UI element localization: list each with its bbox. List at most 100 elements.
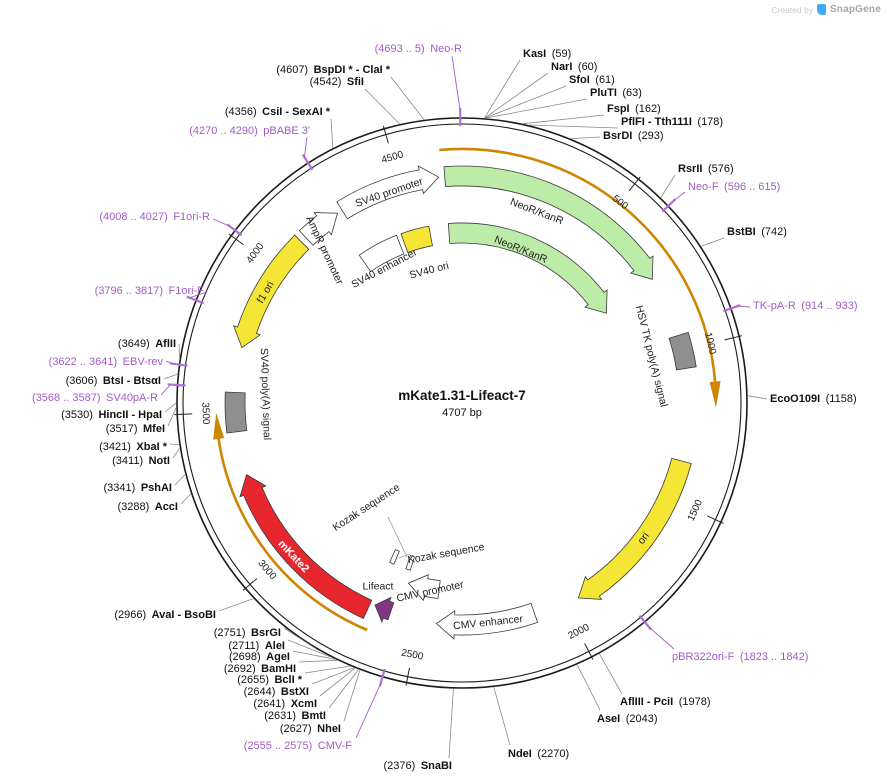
agei-site-label[interactable]: (2698) AgeI [229,651,290,663]
asei-site-label[interactable]: AseI (2043) [597,713,658,725]
nhei-site-label[interactable]: (2627) NheI [280,723,341,735]
gene-arc-feature[interactable] [217,438,368,632]
pflfi-tth111i-leader-line [529,124,619,129]
sv40-poly-a-signal-feature-label[interactable]: SV40 poly(A) signal [258,348,273,441]
pbabe-3-leader-line [303,136,308,158]
ori-feature[interactable] [577,457,692,600]
ampr-promoter-feature[interactable] [298,212,339,246]
csii-sexai-leader-line [330,118,334,148]
neor-kanr-feature[interactable] [447,222,608,314]
f1-ori-feature[interactable] [233,234,310,349]
bspdi-clai-site-label[interactable]: (4607) BspDI * - ClaI * [276,64,390,76]
sfii-site-label[interactable]: (4542) SfiI [310,76,364,88]
bcli-site-label[interactable]: (2655) BclI * [237,674,303,686]
bsrdi-leader-line [570,136,601,139]
afliii-pcii-site-label[interactable]: AflIII - PciI (1978) [620,696,710,708]
bmti-leader-line [328,669,359,709]
sfoi-site-label[interactable]: SfoI (61) [569,74,615,86]
sv40-poly-a-signal-feature[interactable] [224,391,248,434]
cmv-f-primer-label[interactable]: (2555 .. 2575) CMV-F [244,740,352,752]
neo-r-primer-label[interactable]: (4693 .. 5) Neo-R [375,43,462,55]
kasi-site-label[interactable]: KasI (59) [523,48,571,60]
pbr322ori-f-primer-label[interactable]: pBR322ori-F (1823 .. 1842) [672,651,808,663]
scale-tick-label: 4000 [245,241,267,266]
pflfi-tth111i-site-label[interactable]: PflFI - Tth111I (178) [621,116,723,128]
bcli-leader-line [304,665,351,674]
kozak-sequence-feature-label[interactable]: Kozak sequence [407,541,486,566]
gene-arc-feature[interactable] [439,147,717,382]
plasmid-size: 4707 bp [442,407,482,419]
rsrii-site-label[interactable]: RsrII (576) [678,163,734,175]
kozak-sequence-feature[interactable] [389,549,400,565]
mkate2-feature[interactable] [239,473,373,620]
neo-f-primer-label[interactable]: Neo-F (596 .. 615) [688,181,780,193]
snabi-site-label[interactable]: (2376) SnaBI [384,760,452,772]
bspdi-clai-leader-line [390,76,425,120]
mfei-site-label[interactable]: (3517) MfeI [106,423,165,435]
ecoo109i-site-label[interactable]: EcoO109I (1158) [770,393,857,405]
sfoi-leader-line [485,85,567,119]
scale-tick [628,176,641,192]
asei-leader-line [576,664,601,711]
rsrii-leader-line [660,174,676,198]
noti-leader-line [172,448,180,459]
pluti-site-label[interactable]: PluTI (63) [590,87,642,99]
gene-arc-arrowhead-icon [213,412,225,440]
f1ori-r-leader-line [212,218,230,227]
bmti-site-label[interactable]: (2631) BmtI [264,710,326,722]
cmv-promoter-feature[interactable] [407,574,441,602]
agei-leader-line [292,650,336,660]
kozak-sequence-feature[interactable] [405,554,416,571]
hsv-tk-poly-a-signal-feature-label[interactable]: HSV TK poly(A) signal [633,304,670,408]
hsv-tk-poly-a-signal-feature[interactable] [668,331,697,371]
tk-pa-r-leader-line [737,305,751,308]
watermark: Created by SnapGene [771,4,881,15]
neor-kanr-feature[interactable] [443,165,654,280]
f1ori-f-primer-label[interactable]: (3796 .. 3817) F1ori-F [95,285,205,297]
sv40pa-r-primer-label[interactable]: (3568 .. 3587) SV40pA-R [32,392,158,404]
bsrdi-site-label[interactable]: BsrDI (293) [603,130,664,142]
bstxi-site-label[interactable]: (2644) BstXI [244,686,309,698]
bsrgi-site-label[interactable]: (2751) BsrGI [214,627,281,639]
csii-sexai-site-label[interactable]: (4356) CsiI - SexAI * [225,106,331,118]
sv40-ori-feature[interactable] [400,225,433,254]
cmv-enhancer-feature[interactable] [435,602,539,640]
tk-pa-r-primer-label[interactable]: TK-pA-R (914 .. 933) [753,300,858,312]
pluti-leader-line [485,98,588,119]
scale-tick-label: 4500 [380,149,405,166]
lifeact-feature-label[interactable]: Lifeact [363,581,394,593]
xbai-site-label[interactable]: (3421) XbaI * [99,441,168,453]
lifeact-feature[interactable] [374,596,395,623]
kozak-sequence-leader-line [387,516,408,558]
pshai-site-label[interactable]: (3341) PshAI [104,482,172,494]
pshai-leader-line [174,474,186,486]
avai-bsobi-leader-line [218,598,254,612]
fspi-site-label[interactable]: FspI (162) [607,103,661,115]
xcmi-site-label[interactable]: (2641) XcmI [253,698,317,710]
scale-tick-label: 1500 [686,498,705,523]
kozak-sequence-feature-label[interactable]: Kozak sequence [331,481,403,533]
ebv-rev-primer-label[interactable]: (3622 .. 3641) EBV-rev [49,356,164,368]
ori-feature-label[interactable]: ori [635,530,652,547]
alei-site-label[interactable]: (2711) AleI [228,640,285,652]
sv40-ori-feature-label[interactable]: SV40 ori [408,260,450,282]
avai-bsobi-site-label[interactable]: (2966) AvaI - BsoBI [114,609,216,621]
kozak-sequence-leader-line [398,553,411,559]
pbabe-3-primer-label[interactable]: (4270 .. 4290) pBABE 3' [189,125,310,137]
acci-leader-line [180,493,192,505]
f1ori-r-primer-label[interactable]: (4008 .. 4027) F1ori-R [99,211,210,223]
hincii-hpai-site-label[interactable]: (3530) HincII - HpaI [61,409,162,421]
aflii-site-label[interactable]: (3649) AflII [118,338,176,350]
btsi-bts-i-site-label[interactable]: (3606) BtsI - BtsαI [66,375,161,387]
neo-f-leader-line [672,191,686,202]
ndei-site-label[interactable]: NdeI (2270) [508,748,569,760]
xbai-leader-line [169,443,180,445]
noti-site-label[interactable]: (3411) NotI [112,455,170,467]
nari-site-label[interactable]: NarI (60) [551,61,597,73]
bstbi-site-label[interactable]: BstBI (742) [727,226,787,238]
acci-site-label[interactable]: (3288) AccI [117,501,178,513]
bamhi-site-label[interactable]: (2692) BamHI [224,663,296,675]
sv40-enhancer-feature[interactable] [358,234,405,273]
sv40-promoter-feature[interactable] [336,165,440,220]
